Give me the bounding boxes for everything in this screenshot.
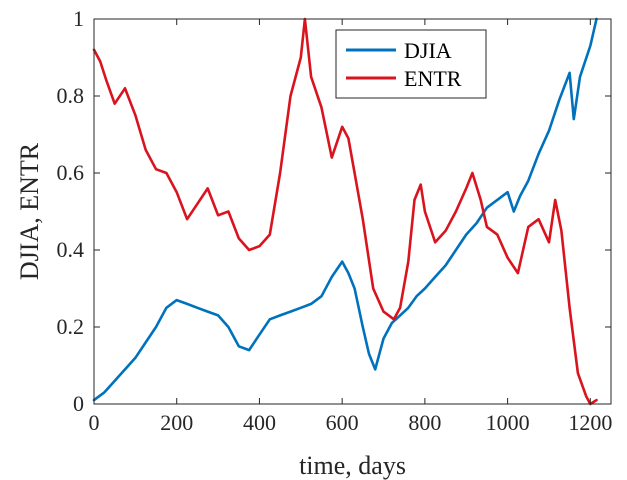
x-tick-label: 1000 (486, 410, 530, 435)
series-line-entr (92, 17, 598, 406)
legend-box (335, 29, 487, 99)
x-tick-label: 400 (243, 410, 276, 435)
legend: DJIA ENTR (335, 29, 487, 99)
legend-label-entr: ENTR (404, 66, 462, 91)
ticks-layer: 0 200 400 600 800 1000 1200 0 0.2 0.4 0.6 0.8 1 (57, 6, 613, 435)
legend-label-djia: DJIA (404, 38, 452, 63)
series-line-djia (92, 17, 598, 402)
x-tick-label: 800 (408, 410, 441, 435)
x-axis-title: time, days (299, 451, 406, 480)
y-tick-label: 1 (73, 6, 84, 31)
y-tick-label: 0.4 (57, 237, 85, 262)
x-tick-label: 1200 (568, 410, 612, 435)
y-tick-label: 0.8 (57, 83, 85, 108)
y-tick-label: 0 (73, 391, 84, 416)
axes-layer (93, 18, 612, 405)
x-tick-label: 0 (89, 410, 100, 435)
y-axis-title: DJIA, ENTR (15, 142, 44, 280)
series-layer (92, 17, 598, 406)
y-tick-label: 0.2 (57, 314, 85, 339)
x-tick-label: 200 (160, 410, 193, 435)
axes-box (93, 18, 612, 405)
x-tick-label: 600 (326, 410, 359, 435)
y-tick-label: 0.6 (57, 160, 85, 185)
